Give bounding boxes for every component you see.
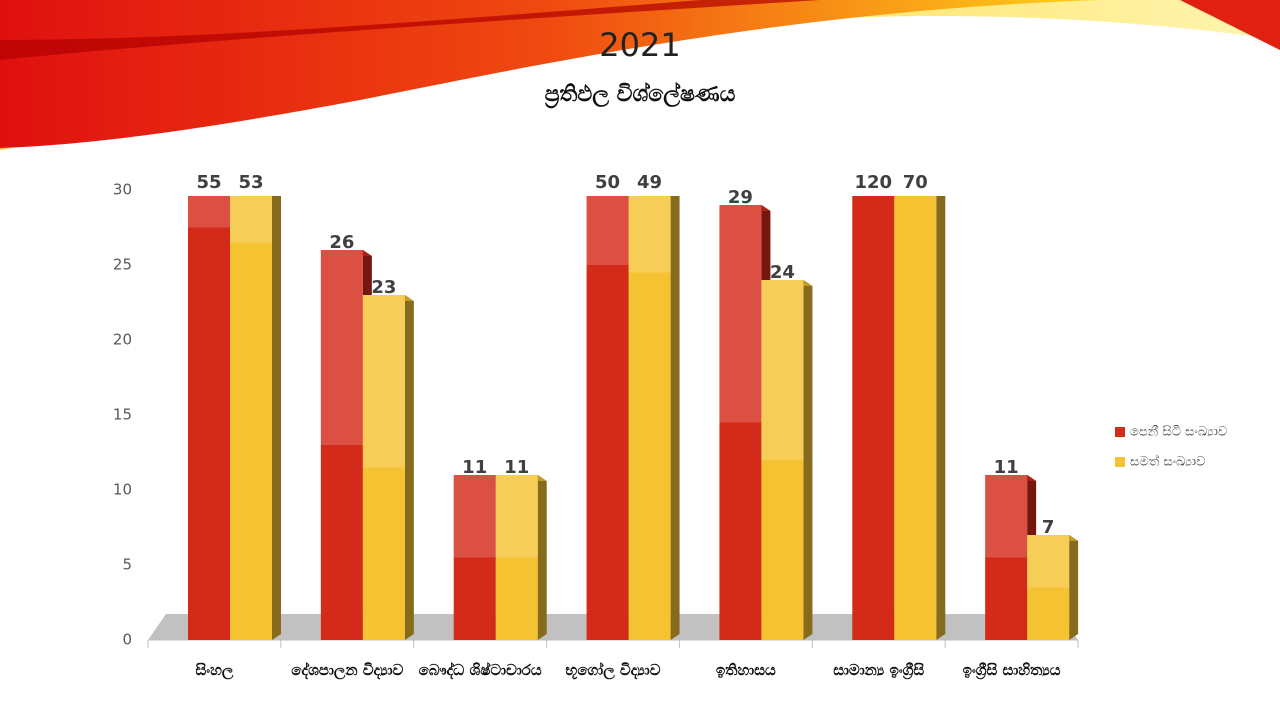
bar-highlight [1027, 535, 1070, 588]
bar-highlight [761, 280, 804, 460]
legend-swatch [1115, 427, 1125, 437]
legend-label: සමත් සංඛ්‍යාව [1130, 453, 1205, 469]
bar-side [670, 196, 680, 640]
data-label: 24 [770, 262, 795, 283]
bar [586, 196, 629, 640]
data-label: 11 [462, 457, 487, 478]
bar-highlight [320, 250, 363, 445]
bar-side [537, 475, 547, 640]
data-label: 23 [371, 277, 396, 298]
bar-highlight [985, 475, 1028, 558]
y-tick-label: 15 [113, 406, 132, 424]
data-label: 11 [504, 457, 529, 478]
bar [719, 205, 762, 640]
y-tick-label: 10 [113, 481, 132, 499]
chart-title: 2021 [599, 26, 680, 64]
legend-swatch [1115, 457, 1125, 467]
bar [852, 196, 895, 640]
bar [362, 295, 405, 640]
y-tick-label: 0 [122, 631, 132, 649]
data-label: 7 [1042, 517, 1055, 538]
bar-highlight [628, 196, 671, 273]
bar [320, 250, 363, 640]
bar [985, 475, 1028, 640]
data-label: 29 [728, 187, 753, 208]
bar-side [936, 196, 946, 640]
bar-side [404, 295, 414, 640]
bar [230, 196, 272, 640]
bar [495, 475, 538, 640]
bar [628, 196, 671, 640]
plot [188, 0, 1079, 640]
data-label: 11 [994, 457, 1019, 478]
bar [453, 475, 496, 640]
y-tick-label: 30 [113, 181, 132, 199]
data-label: 120 [854, 172, 892, 193]
x-tick-label: භූගෝල විද්‍යාව [565, 661, 661, 679]
chart-subtitle: ප්‍රතිඵල විශ්ලේෂණය [544, 81, 735, 109]
y-tick-label: 20 [113, 331, 132, 349]
data-label: 26 [329, 232, 354, 253]
bar [894, 196, 937, 640]
data-label: 50 [595, 172, 620, 193]
data-label: 53 [238, 172, 263, 193]
bar-highlight [453, 475, 496, 558]
bar-highlight [719, 205, 762, 423]
data-label: 70 [903, 172, 928, 193]
x-tick-label: බෞද්ධ ශිෂ්ටාචාරය [418, 661, 542, 679]
bar-highlight [362, 295, 405, 468]
bar [761, 280, 804, 640]
bar-highlight [894, 0, 936, 115]
x-tick-label: ඉංග්‍රීසි සාහිත්‍යය [962, 661, 1061, 679]
bar [1027, 535, 1070, 640]
bar [188, 196, 230, 640]
x-tick-label: සාමාන්‍ය ඉංග්‍රීසි [833, 661, 925, 679]
bar-highlight [586, 196, 629, 265]
x-tick-label: සිංහල [195, 661, 234, 679]
bar-side [1069, 535, 1079, 640]
legend-label: පෙනී සිටි සංඛ්‍යාව [1130, 425, 1227, 440]
bar-highlight [188, 196, 230, 228]
y-tick-label: 5 [122, 556, 132, 574]
y-tick-label: 25 [113, 256, 132, 274]
bar-side [803, 280, 813, 640]
x-tick-label: දේශපාලන විද්‍යාව [291, 661, 404, 679]
bar-highlight [495, 475, 538, 558]
bar-side [272, 196, 281, 640]
data-label: 55 [196, 172, 221, 193]
decoration [0, 0, 1280, 150]
data-label: 49 [637, 172, 662, 193]
bar-highlight [230, 196, 272, 243]
x-tick-label: ඉතිහාසය [715, 661, 776, 679]
